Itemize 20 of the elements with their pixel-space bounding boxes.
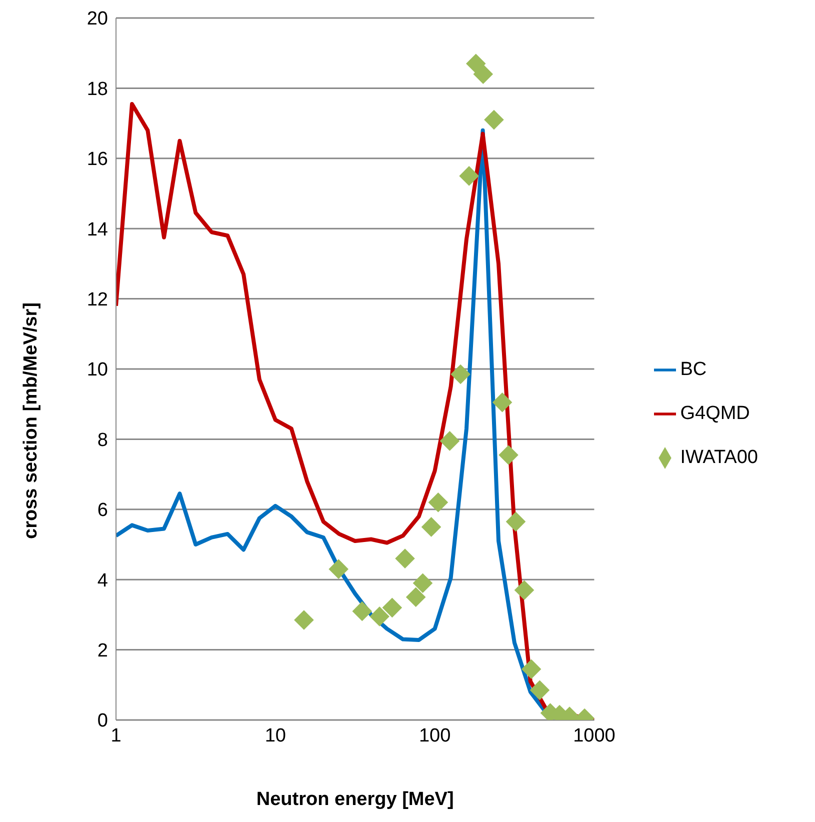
x-tick-label: 1000 xyxy=(573,725,616,746)
x-axis-title: Neutron energy [MeV] xyxy=(256,789,454,810)
y-tick-label: 12 xyxy=(86,290,108,311)
y-axis-title: cross section [mb/MeV/sr] xyxy=(20,302,42,539)
y-tick-label: 6 xyxy=(97,500,108,522)
x-tick-label: 10 xyxy=(264,725,286,746)
y-tick-label: 20 xyxy=(86,8,108,30)
y-tick-label: 4 xyxy=(97,570,108,592)
y-tick-label: 2 xyxy=(97,640,108,662)
x-tick-label: 1 xyxy=(110,725,122,746)
legend-label: IWATA00 xyxy=(680,447,758,468)
y-tick-label: 16 xyxy=(86,149,108,170)
x-tick-label: 100 xyxy=(418,725,451,746)
legend-label: G4QMD xyxy=(680,403,750,424)
y-tick-label: 8 xyxy=(97,430,108,451)
y-tick-label: 18 xyxy=(86,78,108,100)
y-tick-label: 0 xyxy=(97,710,108,732)
legend-label: BC xyxy=(680,359,707,380)
y-tick-label: 14 xyxy=(86,219,108,240)
y-tick-label: 10 xyxy=(86,360,108,381)
